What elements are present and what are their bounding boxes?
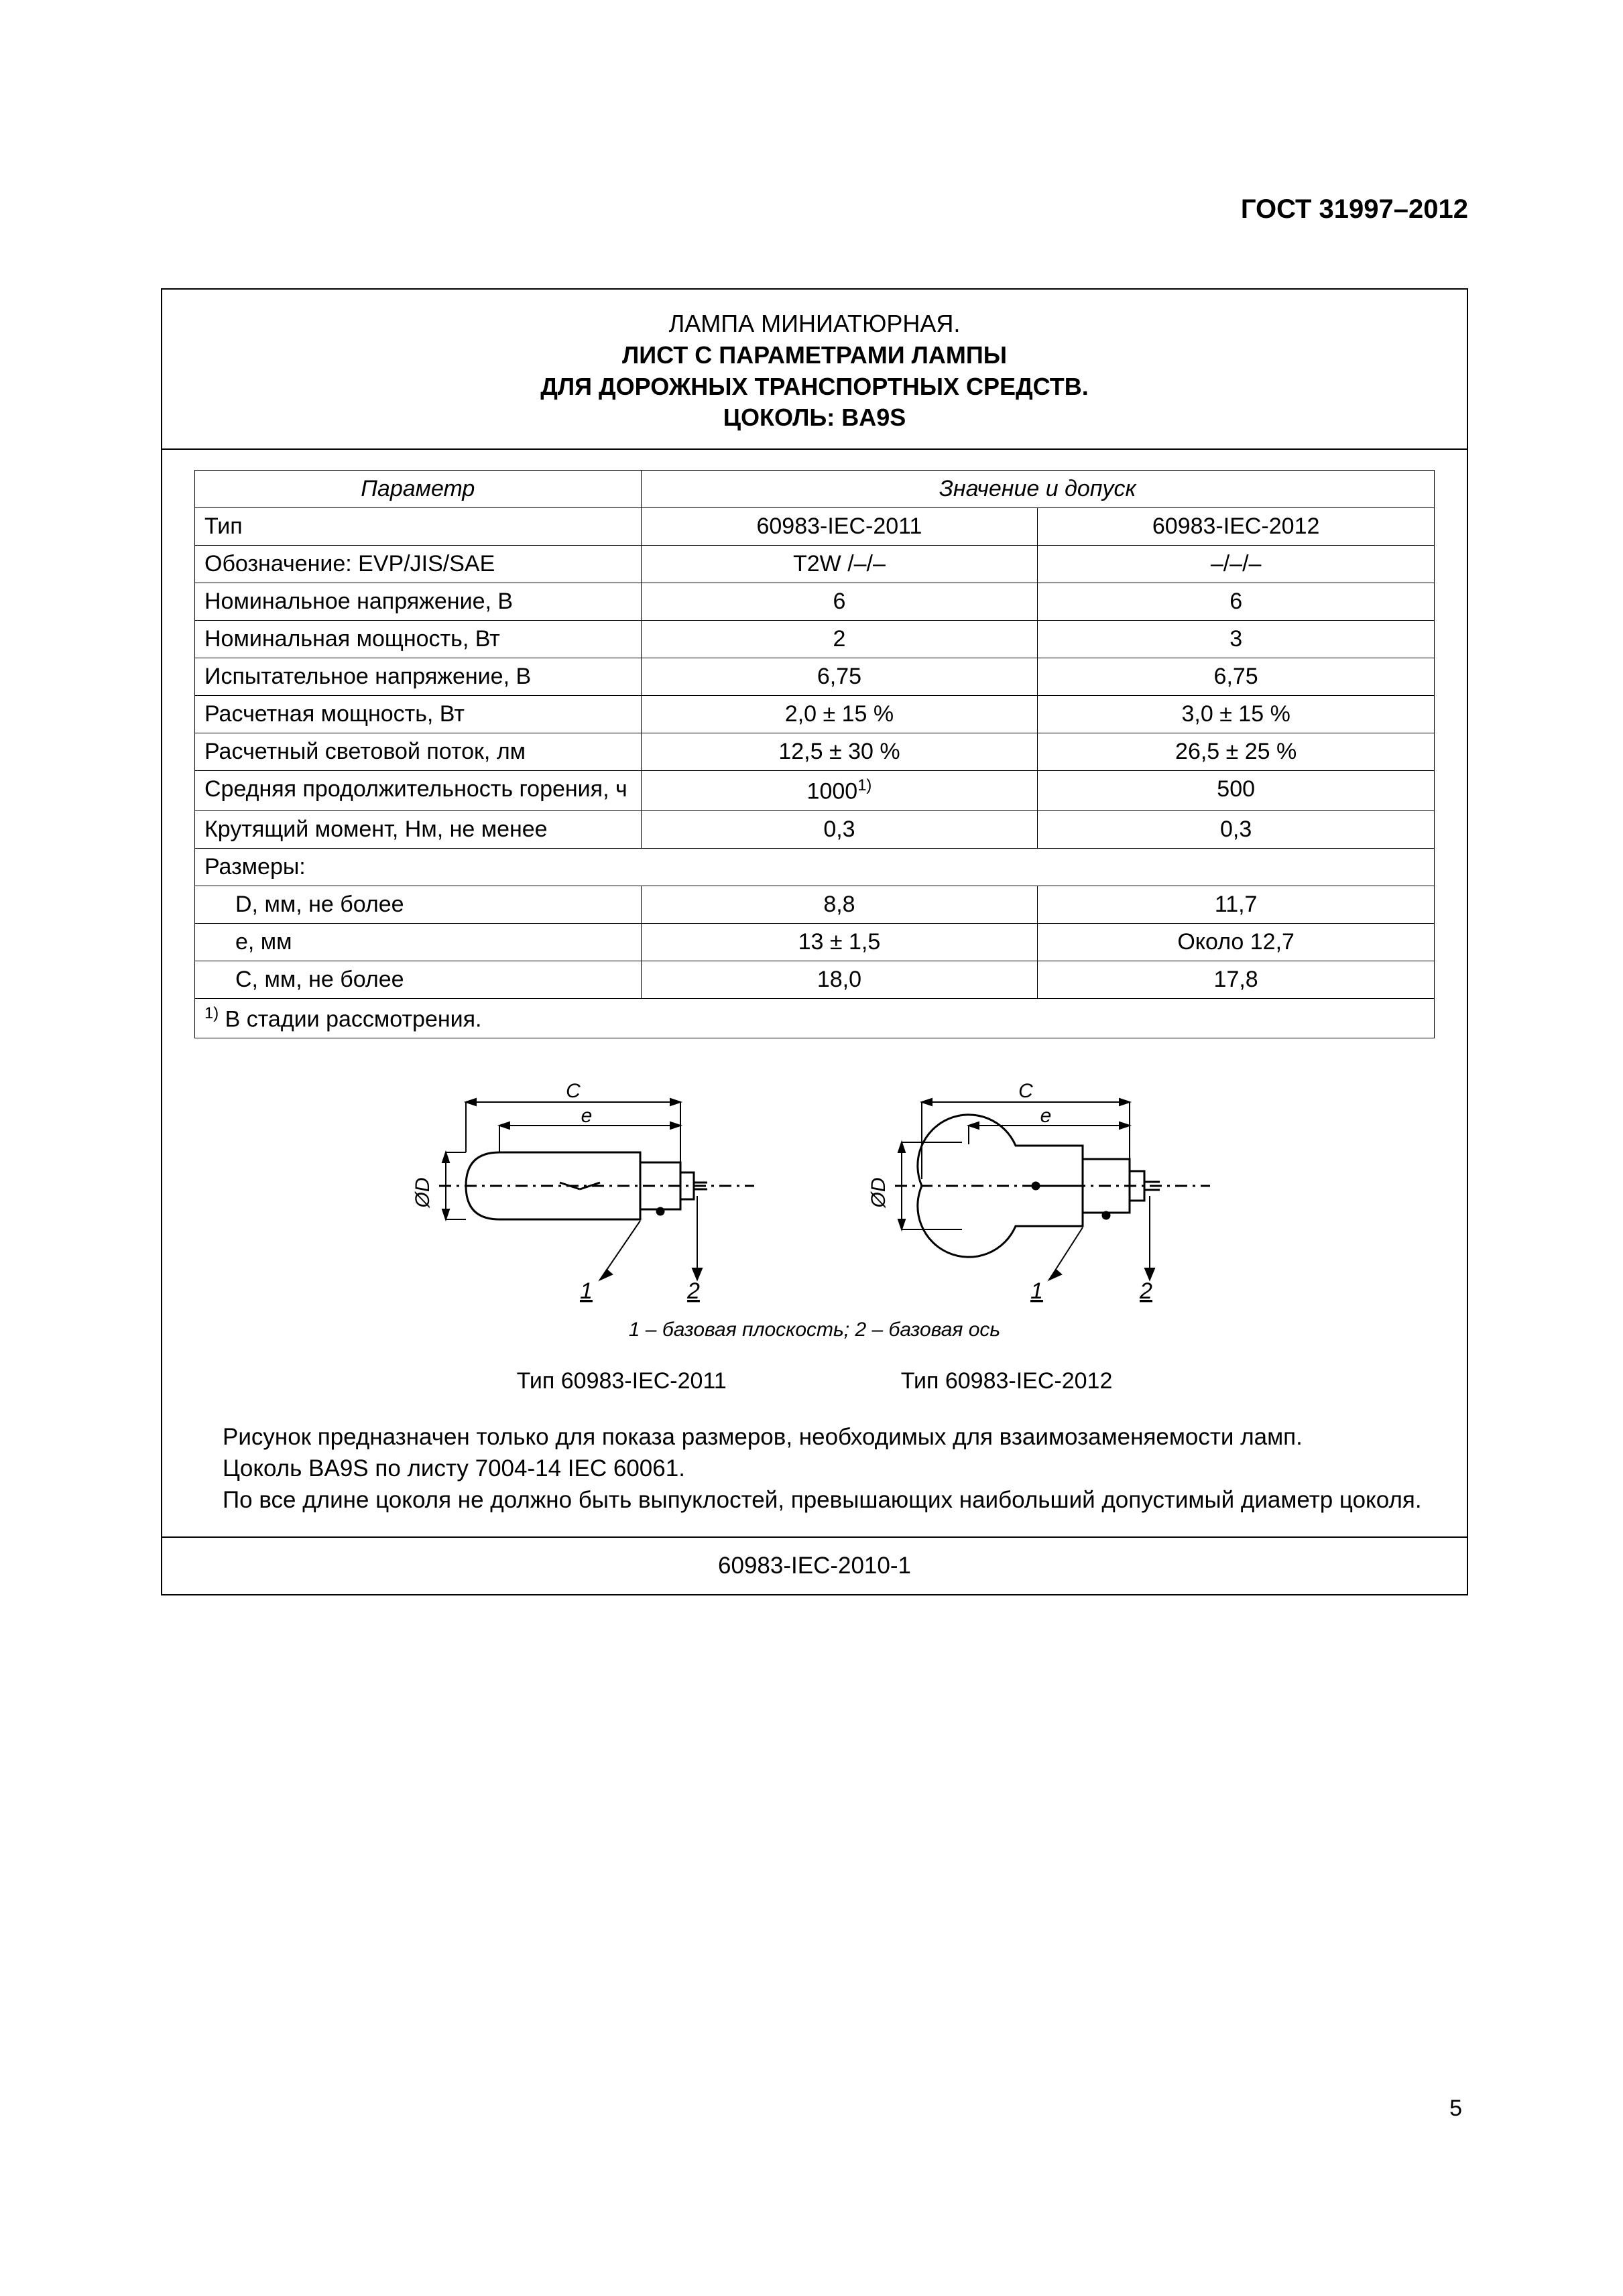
param-label: Крутящий момент, Нм, не менее <box>195 810 642 848</box>
param-label: Расчетный световой поток, лм <box>195 733 642 771</box>
label-e1: e <box>581 1105 593 1127</box>
title-line1: ЛАМПА МИНИАТЮРНАЯ. <box>162 308 1467 340</box>
param-value-1: T2W /–/– <box>641 546 1038 583</box>
note-p3: По все длине цоколя не должно быть выпук… <box>182 1484 1447 1516</box>
label-n1a: 1 <box>580 1278 593 1304</box>
table-row: Средняя продолжительность горения, ч1000… <box>195 771 1435 810</box>
param-label: e, мм <box>195 923 642 961</box>
param-label: Номинальная мощность, Вт <box>195 621 642 658</box>
table-row: Расчетный световой поток, лм12,5 ± 30 %2… <box>195 733 1435 771</box>
param-value-1: 2 <box>641 621 1038 658</box>
param-label: Тип <box>195 508 642 546</box>
param-value-2: 6,75 <box>1038 658 1435 696</box>
param-label: Испытательное напряжение, В <box>195 658 642 696</box>
table-row: Расчетная мощность, Вт2,0 ± 15 %3,0 ± 15… <box>195 696 1435 733</box>
label-d1: ØD <box>412 1177 434 1208</box>
doc-header: ГОСТ 31997–2012 <box>1241 194 1468 225</box>
param-value-2: 11,7 <box>1038 886 1435 923</box>
param-label: Номинальное напряжение, В <box>195 583 642 621</box>
param-value-1: 12,5 ± 30 % <box>641 733 1038 771</box>
type-label-1: Тип 60983-IEC-2011 <box>517 1368 727 1394</box>
label-c2: C <box>1018 1080 1033 1102</box>
label-d2: ØD <box>867 1177 890 1208</box>
table-row: C, мм, не более18,017,8 <box>195 961 1435 998</box>
param-value-1: 6,75 <box>641 658 1038 696</box>
param-value-2: 26,5 ± 25 % <box>1038 733 1435 771</box>
label-c1: C <box>566 1080 581 1102</box>
param-value-2: 0,3 <box>1038 810 1435 848</box>
footnote-text: 1) В стадии рассмотрения. <box>195 998 1435 1038</box>
param-value-1: 6 <box>641 583 1038 621</box>
param-label: Обозначение: EVP/JIS/SAE <box>195 546 642 583</box>
param-value-1: 0,3 <box>641 810 1038 848</box>
table-row: D, мм, не более8,811,7 <box>195 886 1435 923</box>
param-value-2: 6 <box>1038 583 1435 621</box>
title-line4: ЦОКОЛЬ: BA9S <box>162 402 1467 434</box>
param-value-2: 17,8 <box>1038 961 1435 998</box>
param-value-2: 3 <box>1038 621 1435 658</box>
param-value-1: 2,0 ± 15 % <box>641 696 1038 733</box>
param-value-1: 18,0 <box>641 961 1038 998</box>
title-block: ЛАМПА МИНИАТЮРНАЯ. ЛИСТ С ПАРАМЕТРАМИ ЛА… <box>162 290 1467 448</box>
param-label: Расчетная мощность, Вт <box>195 696 642 733</box>
label-e2: e <box>1040 1105 1052 1127</box>
bottom-code: 60983-IEC-2010-1 <box>162 1536 1467 1594</box>
table-row: Номинальная мощность, Вт23 <box>195 621 1435 658</box>
table-row: Обозначение: EVP/JIS/SAET2W /–/––/–/– <box>195 546 1435 583</box>
footnote-row: 1) В стадии рассмотрения. <box>195 998 1435 1038</box>
table-row: Испытательное напряжение, В6,756,75 <box>195 658 1435 696</box>
page-number: 5 <box>1449 2096 1462 2122</box>
param-value-2: –/–/– <box>1038 546 1435 583</box>
notes-block: Рисунок предназначен только для показа р… <box>162 1394 1467 1536</box>
diagrams-block: ØD C e 1 2 <box>162 1038 1467 1394</box>
note-p2: Цоколь BA9S по листу 7004-14 IEC 60061. <box>182 1453 1447 1484</box>
title-line3: ДЛЯ ДОРОЖНЫХ ТРАНСПОРТНЫХ СРЕДСТВ. <box>162 371 1467 403</box>
table-row: Тип60983-IEC-201160983-IEC-2012 <box>195 508 1435 546</box>
table-row: Номинальное напряжение, В66 <box>195 583 1435 621</box>
param-value-1: 8,8 <box>641 886 1038 923</box>
param-value-1: 60983-IEC-2011 <box>641 508 1038 546</box>
lamp-diagram-1: ØD C e 1 2 <box>379 1065 794 1307</box>
label-n2a: 2 <box>686 1278 700 1304</box>
th-value: Значение и допуск <box>641 471 1434 508</box>
param-value-2: 60983-IEC-2012 <box>1038 508 1435 546</box>
type-label-2: Тип 60983-IEC-2012 <box>901 1368 1113 1394</box>
diagram-caption: 1 – базовая плоскость; 2 – базовая ось <box>162 1319 1467 1341</box>
table-row: Размеры: <box>195 848 1435 886</box>
param-label: Размеры: <box>195 848 1435 886</box>
label-n2b: 2 <box>1139 1278 1152 1304</box>
table-row: e, мм13 ± 1,5Около 12,7 <box>195 923 1435 961</box>
outer-frame: ЛАМПА МИНИАТЮРНАЯ. ЛИСТ С ПАРАМЕТРАМИ ЛА… <box>161 288 1468 1595</box>
table-row: Крутящий момент, Нм, не менее0,30,3 <box>195 810 1435 848</box>
th-param: Параметр <box>195 471 642 508</box>
param-label: Средняя продолжительность горения, ч <box>195 771 642 810</box>
param-label: C, мм, не более <box>195 961 642 998</box>
param-value-2: Около 12,7 <box>1038 923 1435 961</box>
param-value-1: 10001) <box>641 771 1038 810</box>
param-value-1: 13 ± 1,5 <box>641 923 1038 961</box>
parameters-table: Параметр Значение и допуск Тип60983-IEC-… <box>194 470 1435 1038</box>
title-line2: ЛИСТ С ПАРАМЕТРАМИ ЛАМПЫ <box>162 340 1467 371</box>
param-value-2: 3,0 ± 15 % <box>1038 696 1435 733</box>
lamp-diagram-2: ØD C e 1 2 <box>835 1065 1250 1307</box>
label-n1b: 1 <box>1030 1278 1043 1304</box>
param-label: D, мм, не более <box>195 886 642 923</box>
param-value-2: 500 <box>1038 771 1435 810</box>
note-p1: Рисунок предназначен только для показа р… <box>182 1421 1447 1453</box>
